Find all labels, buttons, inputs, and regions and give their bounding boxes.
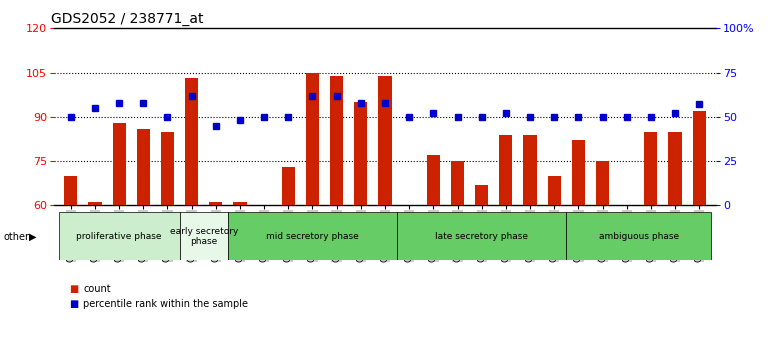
Bar (692, 111, 706, 205)
Bar (644, 132, 658, 205)
Bar (64, 176, 78, 205)
Bar (112, 123, 126, 205)
Text: ▶: ▶ (29, 232, 37, 242)
Text: late secretory phase: late secretory phase (435, 232, 528, 241)
Bar (397, 212, 566, 260)
Bar (228, 212, 397, 260)
Text: ■: ■ (69, 284, 79, 293)
Text: percentile rank within the sample: percentile rank within the sample (83, 299, 248, 309)
Bar (161, 132, 174, 205)
Bar (668, 132, 681, 205)
Text: early secretory
phase: early secretory phase (169, 227, 238, 246)
Bar (330, 75, 343, 205)
Bar (137, 129, 150, 205)
Bar (499, 135, 513, 205)
Bar (179, 212, 228, 260)
Bar (282, 167, 295, 205)
Bar (354, 102, 367, 205)
Bar (427, 155, 440, 205)
Bar (59, 212, 179, 260)
Text: ambiguous phase: ambiguous phase (599, 232, 679, 241)
Bar (185, 79, 199, 205)
Bar (233, 202, 246, 205)
Text: proliferative phase: proliferative phase (76, 232, 162, 241)
Bar (524, 135, 537, 205)
Text: other: other (4, 232, 30, 242)
Bar (451, 161, 464, 205)
Text: count: count (83, 284, 111, 293)
Bar (209, 202, 223, 205)
Bar (378, 75, 392, 205)
Bar (547, 176, 561, 205)
Bar (306, 73, 319, 205)
Bar (596, 161, 609, 205)
Bar (566, 212, 711, 260)
Bar (475, 185, 488, 205)
Text: ■: ■ (69, 299, 79, 309)
Bar (571, 141, 585, 205)
Text: mid secretory phase: mid secretory phase (266, 232, 359, 241)
Bar (89, 202, 102, 205)
Text: GDS2052 / 238771_at: GDS2052 / 238771_at (51, 12, 203, 26)
